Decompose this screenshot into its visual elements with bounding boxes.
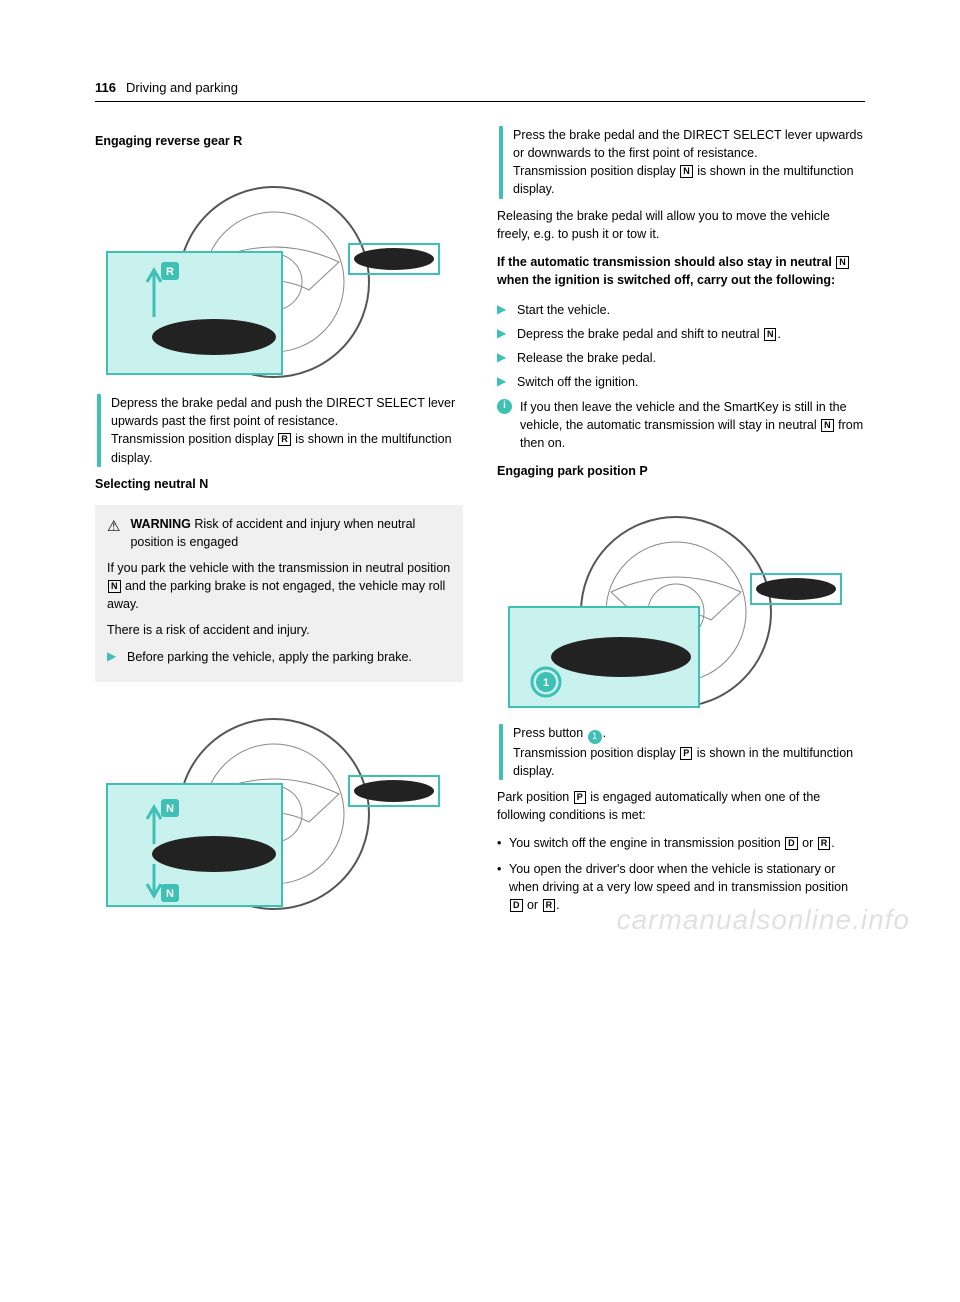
step-text: Switch off the ignition. (517, 373, 638, 391)
bullet-icon: • (497, 860, 509, 914)
page-number: 116 (95, 80, 116, 95)
arrow-icon: ▶ (497, 373, 509, 391)
gear-box-n: N (108, 580, 121, 593)
step-text: Press button 1. Transmission position di… (513, 724, 865, 780)
warning-body: There is a risk of accident and injury. (107, 621, 451, 639)
step-park: Press button 1. Transmission position di… (497, 724, 865, 780)
info-icon: i (497, 399, 512, 414)
warning-step-text: Before parking the vehicle, apply the pa… (127, 648, 412, 666)
arrow-icon: ▶ (497, 301, 509, 319)
list-text: You switch off the engine in transmissio… (509, 834, 835, 852)
figure-neutral: N N (95, 694, 463, 914)
step-reverse: Depress the brake pedal and push the DIR… (95, 394, 463, 467)
step-item: ▶ Start the vehicle. (497, 301, 865, 319)
gear-box-p: P (680, 747, 692, 760)
figure-reverse-gear: R (95, 162, 463, 382)
step-marker-icon (499, 724, 503, 780)
gear-box-r: R (818, 837, 831, 850)
svg-text:R: R (166, 266, 174, 278)
heading-park: Engaging park position P (497, 462, 865, 480)
heading-stay-neutral: If the automatic transmission should als… (497, 253, 865, 289)
svg-text:1: 1 (543, 677, 549, 689)
step-text: Depress the brake pedal and shift to neu… (517, 325, 781, 343)
warning-step: ▶ Before parking the vehicle, apply the … (107, 648, 451, 666)
step-text: Depress the brake pedal and push the DIR… (111, 394, 463, 467)
info-note: i If you then leave the vehicle and the … (497, 398, 865, 452)
gear-box-d: D (510, 899, 523, 912)
bullet-icon: • (497, 834, 509, 852)
step-item: ▶ Switch off the ignition. (497, 373, 865, 391)
step-item: ▶ Depress the brake pedal and shift to n… (497, 325, 865, 343)
steering-wheel-illustration: R (95, 162, 463, 382)
steering-wheel-illustration: 1 (497, 492, 865, 712)
gear-box-n: N (680, 165, 693, 178)
left-column: Engaging reverse gear R (95, 126, 463, 926)
step-text: Press the brake pedal and the DIRECT SEL… (513, 126, 865, 199)
steering-wheel-illustration: N N (95, 694, 463, 914)
page-header: 116 Driving and parking (95, 80, 865, 102)
warning-body: If you park the vehicle with the transmi… (107, 559, 451, 613)
paragraph: Releasing the brake pedal will allow you… (497, 207, 865, 243)
step-text: Start the vehicle. (517, 301, 610, 319)
step-item: ▶ Release the brake pedal. (497, 349, 865, 367)
step-text: Release the brake pedal. (517, 349, 656, 367)
figure-park-position: 1 (497, 492, 865, 712)
heading-reverse: Engaging reverse gear R (95, 132, 463, 150)
gear-box-n: N (764, 328, 777, 341)
arrow-icon: ▶ (497, 325, 509, 343)
paragraph: Park position P is engaged automatically… (497, 788, 865, 824)
svg-text:N: N (166, 803, 174, 815)
step-line: Depress the brake pedal and push the DIR… (111, 396, 455, 428)
gear-box-r: R (543, 899, 556, 912)
watermark: carmanualsonline.info (617, 904, 910, 936)
gear-box-d: D (785, 837, 798, 850)
heading-neutral: Selecting neutral N (95, 475, 463, 493)
gear-box-n: N (821, 419, 834, 432)
step-marker-icon (499, 126, 503, 199)
step-marker-icon (97, 394, 101, 467)
info-text: If you then leave the vehicle and the Sm… (520, 398, 865, 452)
svg-text:N: N (166, 888, 174, 900)
warning-title: WARNING (130, 517, 190, 531)
arrow-icon: ▶ (107, 648, 119, 666)
gear-box-p: P (574, 791, 586, 804)
step-line: Transmission position display (111, 432, 277, 446)
arrow-icon: ▶ (497, 349, 509, 367)
section-title: Driving and parking (126, 80, 238, 95)
list-item: • You switch off the engine in transmiss… (497, 834, 865, 852)
gear-box-n: N (836, 256, 849, 269)
callout-1: 1 (588, 730, 602, 744)
warning-box: ⚠ WARNING Risk of accident and injury wh… (95, 505, 463, 682)
step-neutral-top: Press the brake pedal and the DIRECT SEL… (497, 126, 865, 199)
warning-icon: ⚠ (107, 516, 120, 551)
right-column: Press the brake pedal and the DIRECT SEL… (497, 126, 865, 926)
gear-box-r: R (278, 433, 291, 446)
